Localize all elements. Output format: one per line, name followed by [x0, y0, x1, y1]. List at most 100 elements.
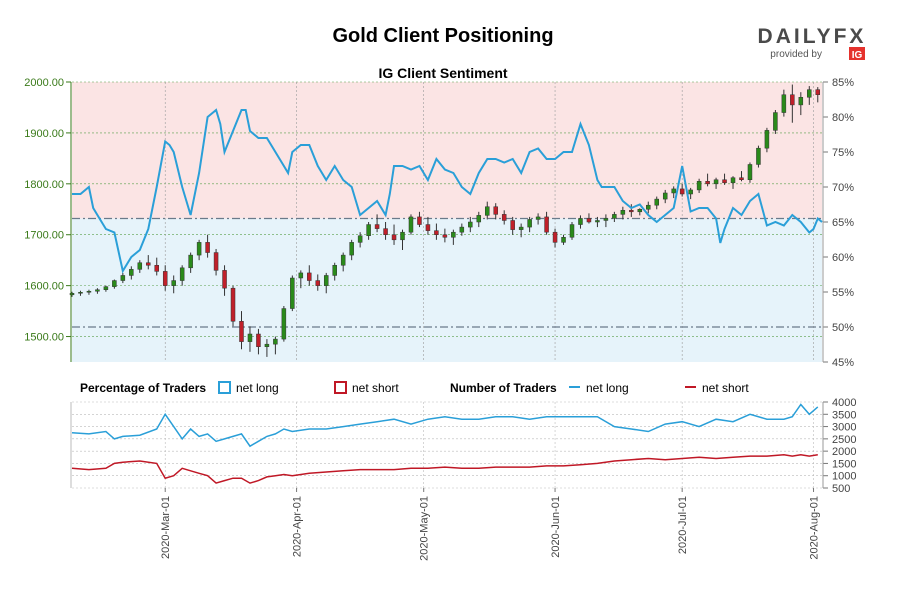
price-tick-label: 2000.00	[24, 77, 64, 89]
net-long-count-line	[71, 403, 819, 448]
candle-body	[535, 216, 541, 220]
candle-body	[518, 226, 524, 230]
candle-body	[586, 218, 592, 223]
price-tick-label: 1500.00	[24, 332, 64, 344]
candle-body	[722, 179, 727, 184]
pct-tick-label: 70%	[832, 182, 854, 194]
legend: Percentage of Traders net long net short…	[80, 381, 749, 395]
legend-net-long-box	[218, 381, 231, 394]
candle-body	[747, 164, 753, 180]
candle-body	[798, 97, 804, 106]
candle-body	[425, 224, 431, 231]
pct-tick-label: 85%	[832, 77, 854, 89]
candle-body	[366, 224, 371, 236]
pct-tick-label: 60%	[832, 252, 854, 264]
candle-body	[561, 237, 566, 243]
panel-title: IG Client Sentiment	[378, 65, 507, 81]
date-tick-label: 2020-May-01	[419, 496, 431, 561]
legend-net-short: net short	[352, 381, 399, 395]
pct-tick-label: 80%	[832, 112, 854, 124]
candle-body	[662, 192, 668, 200]
price-tick-label: 1700.00	[24, 230, 64, 242]
candle-body	[340, 254, 346, 266]
date-axis: 2020-Mar-01 2020-Apr-01 2020-May-01 2020-Ju…	[160, 488, 821, 561]
candle-body	[679, 188, 685, 195]
candle-body	[739, 177, 744, 180]
count-tick-label: 4000	[832, 397, 856, 409]
candle-body	[129, 269, 134, 276]
candle-body	[671, 188, 676, 194]
candle-body	[213, 252, 219, 271]
pct-tick-label: 75%	[832, 147, 854, 159]
date-tick-label: 2020-Jul-01	[677, 496, 689, 554]
candle-body	[95, 289, 100, 292]
candle-body	[78, 292, 83, 294]
candle-body	[773, 112, 778, 131]
price-candles	[69, 84, 821, 357]
candle-body	[205, 242, 210, 253]
candle-body	[179, 267, 185, 281]
net-short-count-line	[71, 454, 818, 484]
date-tick-label: 2020-Apr-01	[292, 496, 304, 557]
ig-logo-box	[849, 47, 865, 60]
candle-body	[595, 220, 600, 223]
candle-body	[485, 206, 490, 216]
count-tick-label: 1000	[832, 471, 856, 483]
legend-count-short: net short	[702, 381, 749, 395]
pct-tick-label: 55%	[832, 287, 854, 299]
candle-body	[646, 204, 651, 210]
pct-tick-label: 50%	[832, 322, 854, 334]
date-tick-label: 2020-Jun-01	[550, 496, 562, 558]
date-tick-label: 2020-Mar-01	[160, 496, 172, 559]
net-long-pct-line	[72, 108, 823, 274]
reference-lines	[72, 217, 822, 328]
candle-body	[790, 94, 795, 106]
candle-body	[357, 235, 363, 243]
candle-body	[374, 224, 380, 229]
pct-axis: 85% 80% 75% 70% 65% 60% 55% 50% 45%	[823, 77, 854, 369]
long-zone	[72, 218, 822, 362]
short-zone	[72, 82, 822, 219]
candle-body	[578, 218, 583, 225]
price-tick-label: 1800.00	[24, 179, 64, 191]
price-axis: 2000.00 1900.00 1800.00 1700.00 1600.00 1500.…	[24, 77, 71, 344]
candle-body	[510, 220, 515, 230]
candle-body	[501, 214, 507, 221]
candle-body	[162, 271, 168, 286]
date-tick-label: 2020-Aug-01	[809, 496, 821, 560]
candle-body	[459, 226, 465, 233]
dailyfx-logo: DAILYFX provided by IG	[758, 25, 865, 61]
candle-body	[696, 181, 702, 191]
candle-body	[815, 89, 821, 95]
legend-count-long: net long	[586, 381, 629, 395]
candle-body	[154, 265, 159, 272]
candle-body	[290, 277, 295, 309]
candle-body	[603, 218, 609, 221]
candle-body	[730, 177, 736, 184]
candle-body	[247, 333, 253, 342]
candle-body	[196, 242, 202, 256]
candle-body	[112, 280, 117, 287]
candle-body	[103, 286, 109, 290]
candle-body	[807, 89, 812, 98]
candle-body	[629, 210, 634, 213]
candle-body	[620, 210, 626, 215]
candle-body	[476, 215, 482, 223]
candle-body	[400, 231, 405, 241]
candle-body	[434, 230, 439, 235]
sentiment-panel: 2000.00 1900.00 1800.00 1700.00 1600.00 1500.…	[24, 77, 854, 369]
candle-body	[349, 242, 354, 256]
candle-body	[451, 231, 456, 238]
brand-ig: IG	[852, 50, 863, 61]
candle-body	[146, 262, 151, 266]
candle-body	[120, 275, 126, 281]
count-tick-label: 1500	[832, 458, 856, 470]
candle-body	[756, 147, 761, 165]
price-tick-label: 1600.00	[24, 281, 64, 293]
candle-body	[332, 265, 337, 276]
candle-body	[256, 333, 261, 347]
candle-body	[688, 189, 693, 195]
